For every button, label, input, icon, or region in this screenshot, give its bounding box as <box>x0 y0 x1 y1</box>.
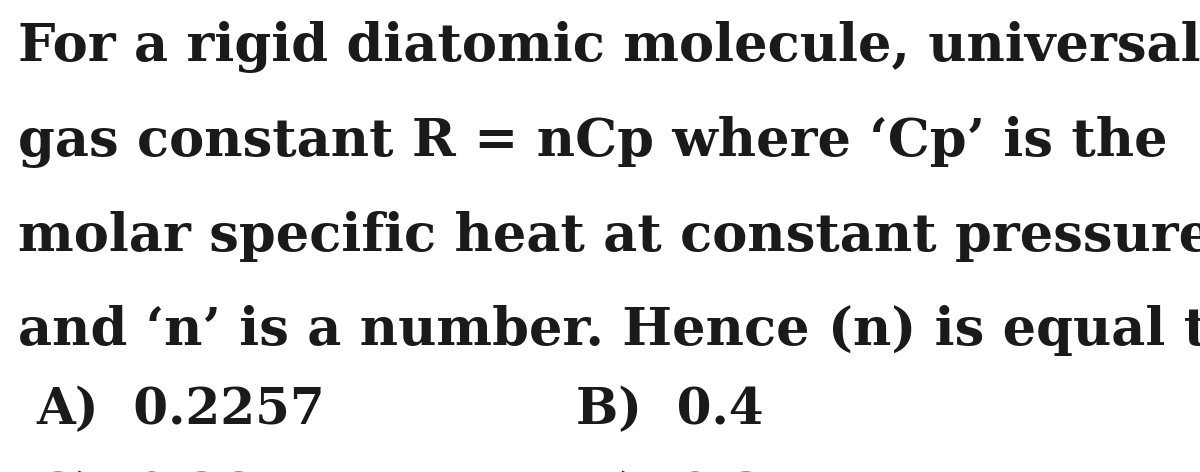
Text: For a rigid diatomic molecule, universal: For a rigid diatomic molecule, universal <box>18 21 1200 73</box>
Text: molar specific heat at constant pressure: molar specific heat at constant pressure <box>18 211 1200 261</box>
Text: gas constant R = nCp where ‘Cp’ is the: gas constant R = nCp where ‘Cp’ is the <box>18 116 1168 168</box>
Text: C)  0.2857: C) 0.2857 <box>36 471 325 472</box>
Text: B)  0.4: B) 0.4 <box>576 386 763 435</box>
Text: D)  0.3557: D) 0.3557 <box>576 471 869 472</box>
Text: A)  0.2257: A) 0.2257 <box>36 386 325 435</box>
Text: and ‘n’ is a number. Hence (n) is equal to: and ‘n’ is a number. Hence (n) is equal … <box>18 305 1200 356</box>
